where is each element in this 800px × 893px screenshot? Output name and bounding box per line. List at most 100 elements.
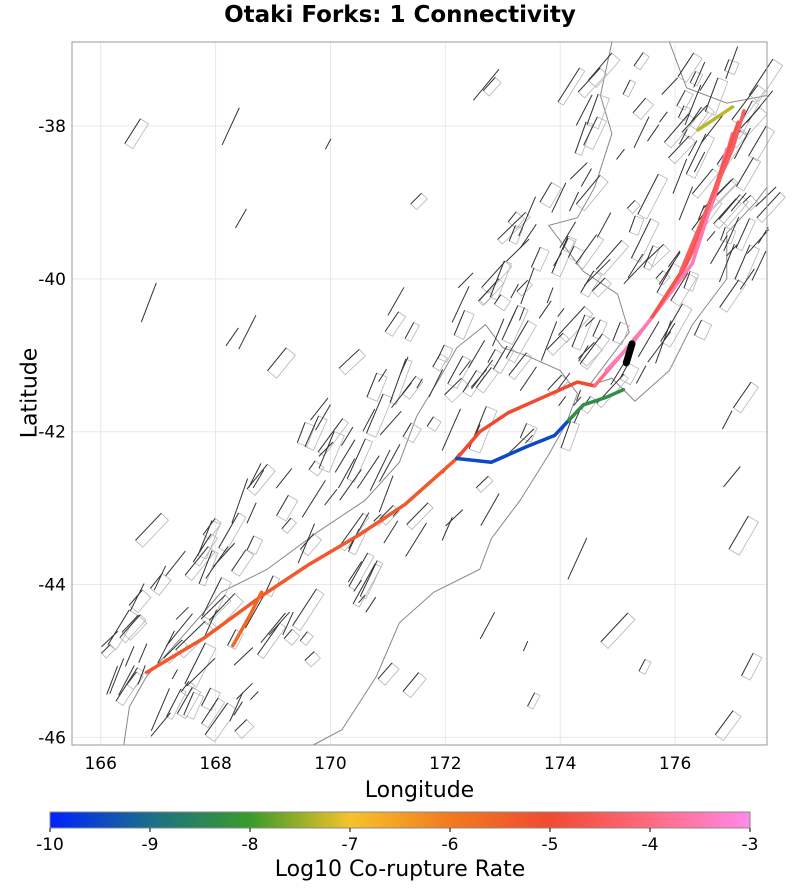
fault-trace [468, 340, 486, 368]
colorbar-tick-label: -7 [342, 835, 359, 855]
fault-trace [724, 59, 730, 71]
x-ticks: 166 168 170 172 174 176 [84, 754, 691, 774]
fault-trace [699, 72, 712, 91]
fault-trace [555, 372, 571, 393]
fault-trace [575, 175, 601, 205]
fault-trace [748, 58, 774, 96]
fault-trace [677, 105, 685, 118]
source-fault-layer [622, 340, 636, 367]
fault-trace [137, 665, 146, 685]
fault-outline [384, 311, 407, 337]
fault-trace [348, 512, 370, 549]
fault-trace [746, 229, 770, 254]
fault-trace [547, 374, 563, 391]
fault-trace [677, 52, 695, 77]
fault-trace [736, 157, 754, 187]
fault-trace [520, 267, 535, 305]
fault-trace [623, 257, 650, 285]
colorbar-tick-label: -5 [542, 835, 559, 855]
x-tick-label: 172 [429, 754, 461, 774]
fault-outline [600, 612, 636, 649]
fault-trace [339, 469, 362, 501]
fault-outline [283, 628, 301, 646]
fault-trace [479, 611, 496, 640]
fault-trace [246, 535, 255, 551]
fault-trace [655, 270, 664, 279]
fault-trace [658, 252, 681, 285]
colorbar-gradient [49, 811, 751, 829]
fault-trace [684, 84, 702, 126]
fault-trace [692, 168, 714, 194]
y-tick-label: -44 [38, 576, 66, 596]
fault-trace [575, 94, 593, 126]
fault-trace [373, 514, 382, 522]
fault-trace [378, 475, 394, 513]
fault-trace [678, 128, 688, 145]
fault-trace [283, 629, 293, 639]
fault-trace [416, 378, 423, 389]
fault-outline [493, 294, 512, 312]
fault-outline [124, 118, 149, 150]
fault-trace [121, 614, 139, 633]
fault-trace [719, 279, 740, 308]
fault-trace [756, 192, 781, 219]
fault-trace [633, 116, 650, 149]
fault-outline [637, 173, 669, 220]
fault-trace [755, 186, 777, 207]
fault-trace [410, 192, 422, 205]
rupture-line [231, 590, 264, 648]
fault-trace [595, 240, 623, 270]
fault-trace [489, 260, 505, 298]
fault-trace [204, 702, 229, 736]
fault-outline [389, 358, 413, 406]
fault-trace [557, 67, 580, 103]
fault-trace [163, 639, 183, 659]
fault-trace [693, 319, 702, 336]
fault-trace [697, 205, 705, 221]
fault-trace [475, 367, 492, 388]
fault-trace [505, 320, 529, 359]
fault-trace [359, 560, 378, 597]
fault-trace [233, 701, 243, 716]
fault-trace [212, 542, 235, 568]
fault-trace [493, 294, 502, 305]
fault-trace [693, 61, 706, 88]
fault-trace [458, 360, 471, 376]
fault-trace [751, 250, 767, 281]
fault-trace [559, 221, 577, 249]
fault-outline [718, 194, 750, 228]
fault-trace [487, 349, 496, 363]
fault-trace [250, 691, 259, 700]
fault-trace [732, 381, 752, 408]
fault-trace [718, 194, 741, 220]
fault-trace [248, 463, 262, 488]
fault-trace [612, 321, 621, 342]
fault-outline [587, 52, 621, 89]
fault-trace [366, 372, 378, 398]
fault-trace [576, 389, 582, 401]
fault-trace [492, 318, 505, 347]
fault-trace [721, 410, 733, 430]
fault-outline [267, 347, 296, 379]
fault-outline [296, 421, 316, 447]
fault-trace [519, 423, 528, 438]
fault-trace [175, 606, 189, 620]
fault-trace [301, 480, 326, 518]
fault-trace [315, 404, 331, 431]
fault-trace [389, 358, 407, 403]
fault-trace [138, 643, 148, 663]
fault-trace [437, 344, 445, 359]
source-fault [622, 340, 636, 367]
fault-trace [276, 495, 289, 516]
fault-trace [236, 682, 253, 700]
colorbar-tick-label: -9 [142, 835, 159, 855]
fault-trace [580, 168, 592, 187]
fault-outline [660, 303, 693, 348]
fault-trace [693, 151, 706, 173]
fault-trace [404, 322, 415, 339]
fault-trace [378, 368, 387, 382]
fault-trace [471, 359, 494, 390]
fault-trace [405, 522, 427, 557]
fault-trace [356, 455, 380, 489]
